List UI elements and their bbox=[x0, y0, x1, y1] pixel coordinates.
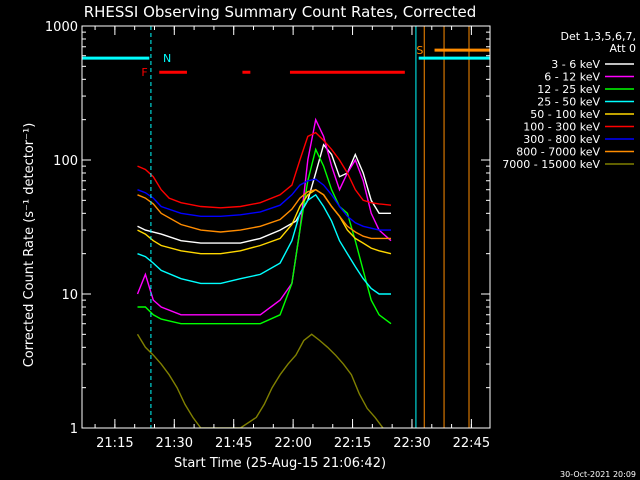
plot-frame bbox=[81, 25, 491, 429]
chart-title: RHESSI Observing Summary Count Rates, Co… bbox=[84, 3, 477, 21]
y-tick-label-1: 10 bbox=[61, 288, 78, 303]
x-tick-label-0: 21:15 bbox=[96, 436, 133, 451]
legend-label-5: 100 - 300 keV bbox=[523, 121, 600, 134]
series-line-5 bbox=[137, 131, 392, 209]
footer-date: 30-Oct-2021 20:09 bbox=[560, 470, 636, 479]
legend-label-4: 50 - 100 keV bbox=[530, 108, 600, 121]
y-tick-label-0: 1 bbox=[70, 422, 78, 437]
x-tick-label-6: 22:45 bbox=[453, 436, 490, 451]
axes-frame-layer: 1 10 100 1000 21:15 21:30 21:45 22:00 22:15 22:30… bbox=[45, 20, 491, 451]
series-line-7 bbox=[137, 188, 391, 240]
legend-label-0: 3 - 6 keV bbox=[551, 58, 600, 71]
x-tick-label-3: 22:00 bbox=[274, 436, 311, 451]
legend-label-6: 300 - 800 keV bbox=[523, 133, 600, 146]
legend-label-8: 7000 - 15000 keV bbox=[502, 158, 600, 171]
flag-label-1: F bbox=[141, 66, 147, 79]
x-tick-label-2: 21:45 bbox=[215, 436, 252, 451]
y-tick-label-2: 100 bbox=[53, 154, 78, 169]
legend-label-3: 25 - 50 keV bbox=[537, 96, 600, 109]
y-axis-label: Corrected Count Rate (s⁻¹ detector⁻¹) bbox=[22, 123, 37, 368]
series-line-6 bbox=[137, 178, 391, 231]
series-line-3 bbox=[137, 193, 391, 295]
x-tick-label-5: 22:30 bbox=[393, 436, 430, 451]
flag-label-2: S bbox=[416, 44, 423, 57]
series-layer bbox=[136, 117, 392, 428]
series-line-8 bbox=[136, 333, 384, 428]
flag-label-0: N bbox=[163, 52, 171, 65]
legend-label-1: 6 - 12 keV bbox=[544, 71, 600, 84]
x-axis-label: Start Time (25-Aug-15 21:06:42) bbox=[174, 456, 386, 471]
legend-label-7: 800 - 7000 keV bbox=[516, 146, 600, 159]
x-tick-label-4: 22:15 bbox=[334, 436, 371, 451]
x-tick-label-1: 21:30 bbox=[156, 436, 193, 451]
legend-subtitle: Att 0 bbox=[610, 42, 636, 55]
series-line-4 bbox=[137, 188, 392, 255]
legend-title: Det 1,3,5,6,7, bbox=[560, 30, 636, 43]
y-tick-label-3: 1000 bbox=[45, 20, 78, 35]
series-line-2 bbox=[137, 147, 392, 325]
legend-label-2: 12 - 25 keV bbox=[537, 83, 600, 96]
